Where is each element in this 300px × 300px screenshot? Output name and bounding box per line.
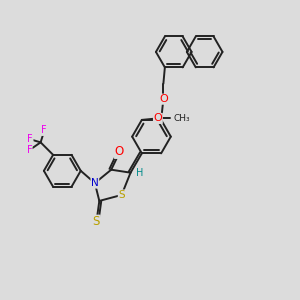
Text: O: O [154, 113, 162, 123]
Text: N: N [91, 178, 99, 188]
Text: O: O [159, 94, 168, 104]
Text: S: S [93, 215, 100, 228]
Text: F: F [27, 134, 33, 144]
Text: S: S [118, 190, 125, 200]
Text: CH₃: CH₃ [173, 114, 190, 123]
Text: F: F [41, 125, 47, 136]
Text: H: H [136, 168, 143, 178]
Text: O: O [115, 146, 124, 158]
Text: F: F [26, 145, 32, 155]
